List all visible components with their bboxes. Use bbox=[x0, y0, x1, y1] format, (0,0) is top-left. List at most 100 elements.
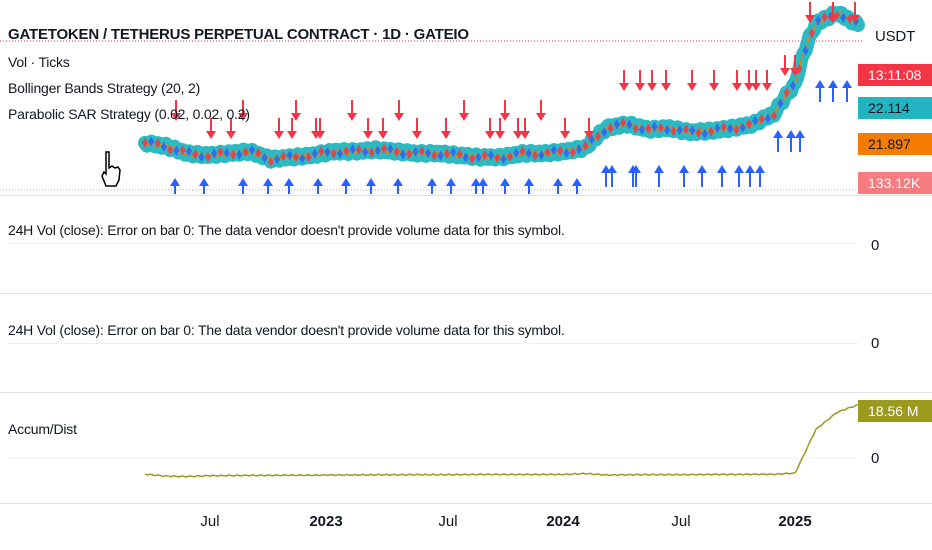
buy-signal-arrow bbox=[601, 165, 611, 187]
buy-signal-arrow bbox=[478, 178, 488, 194]
sell-signal-arrow bbox=[513, 118, 523, 139]
vol-pane-1[interactable]: 24H Vol (close): Error on bar 0: The dat… bbox=[0, 196, 932, 293]
accum-dist-chart[interactable] bbox=[0, 393, 932, 503]
sell-signal-arrow bbox=[805, 2, 815, 23]
pane-separator[interactable] bbox=[0, 195, 932, 196]
candle-marker bbox=[292, 152, 299, 163]
time-axis-label: 2023 bbox=[309, 513, 343, 530]
sell-signal-arrow bbox=[347, 100, 357, 121]
buy-signal-arrow bbox=[654, 165, 664, 187]
candle-marker bbox=[544, 147, 551, 158]
buy-signal-arrow bbox=[170, 178, 180, 194]
countdown-tag: 13:11:08 bbox=[858, 64, 932, 86]
vol2-label[interactable]: 24H Vol (close): Error on bar 0: The dat… bbox=[8, 322, 565, 338]
pane-separator[interactable] bbox=[0, 293, 932, 294]
candle-marker bbox=[808, 28, 815, 39]
candle-marker bbox=[708, 126, 715, 137]
candle-marker bbox=[588, 134, 595, 145]
pane-separator[interactable] bbox=[0, 392, 932, 393]
candle-marker bbox=[443, 148, 450, 159]
accum-label[interactable]: Accum/Dist bbox=[8, 421, 77, 437]
accum-pane[interactable]: Accum/Dist 18.56 M 0 bbox=[0, 393, 932, 503]
candle-marker bbox=[469, 153, 476, 164]
legend-psar[interactable]: Parabolic SAR Strategy (0.02, 0.02, 0.2) bbox=[8, 106, 250, 122]
sell-signal-arrow bbox=[687, 70, 697, 91]
candle-marker bbox=[198, 152, 205, 163]
candle-marker bbox=[311, 148, 318, 159]
candle-marker bbox=[343, 146, 350, 157]
buy-signal-arrow bbox=[524, 178, 534, 194]
candle-marker bbox=[525, 148, 532, 159]
vol2-zero-line bbox=[8, 343, 858, 344]
candle-marker bbox=[689, 125, 696, 136]
accum-zero: 0 bbox=[871, 450, 880, 467]
vol1-zero: 0 bbox=[871, 237, 880, 254]
candle-marker bbox=[557, 145, 564, 156]
sell-signal-arrow bbox=[520, 118, 530, 139]
sell-signal-arrow bbox=[441, 118, 451, 139]
candle-marker bbox=[192, 149, 199, 160]
sell-signal-arrow bbox=[709, 70, 719, 91]
candle-marker bbox=[387, 143, 394, 154]
buy-signal-arrow bbox=[607, 165, 617, 187]
time-axis-label: 2025 bbox=[778, 513, 812, 530]
sell-signal-arrow bbox=[661, 70, 671, 91]
candle-marker bbox=[601, 127, 608, 138]
candle-marker bbox=[676, 125, 683, 136]
candle-marker bbox=[299, 153, 306, 164]
sell-signal-arrow bbox=[495, 118, 505, 139]
sell-signal-arrow bbox=[238, 100, 248, 121]
candle-marker bbox=[330, 148, 337, 159]
candle-marker bbox=[513, 147, 520, 158]
buy-signal-arrow bbox=[393, 178, 403, 194]
accum-value-tag: 18.56 M bbox=[858, 400, 932, 422]
buy-signal-arrow bbox=[341, 178, 351, 194]
legend-volume[interactable]: Vol · Ticks bbox=[8, 54, 70, 70]
buy-signal-arrow bbox=[815, 80, 825, 102]
candle-marker bbox=[160, 141, 167, 152]
candle-marker bbox=[274, 154, 281, 165]
symbol-title[interactable]: GATETOKEN / TETHERUS PERPETUAL CONTRACT … bbox=[8, 26, 469, 43]
candle-marker bbox=[550, 144, 557, 155]
candle-marker bbox=[576, 144, 583, 155]
candle-marker bbox=[406, 149, 413, 160]
candle-marker bbox=[418, 145, 425, 156]
sell-signal-arrow bbox=[584, 118, 594, 139]
candle-marker bbox=[538, 150, 545, 161]
sell-signal-arrow bbox=[394, 100, 404, 121]
buy-signal-arrow bbox=[697, 165, 707, 187]
candle-marker bbox=[777, 98, 784, 109]
candle-marker bbox=[462, 152, 469, 163]
candle-marker bbox=[620, 117, 627, 128]
price-chart[interactable] bbox=[0, 0, 932, 194]
sell-signal-arrow bbox=[459, 100, 469, 121]
time-axis-label: Jul bbox=[200, 513, 220, 530]
currency-label[interactable]: USDT bbox=[875, 28, 916, 45]
vol-pane-2[interactable]: 24H Vol (close): Error on bar 0: The dat… bbox=[0, 294, 932, 392]
candle-marker bbox=[223, 147, 230, 158]
candle-marker bbox=[142, 137, 148, 148]
candle-marker bbox=[569, 147, 576, 158]
sell-signal-arrow bbox=[619, 70, 629, 91]
candle-marker bbox=[481, 150, 488, 161]
time-axis-label: Jul bbox=[438, 513, 458, 530]
candle-marker bbox=[261, 153, 268, 164]
candle-marker bbox=[431, 150, 438, 161]
sell-signal-arrow bbox=[274, 118, 284, 139]
vol1-label[interactable]: 24H Vol (close): Error on bar 0: The dat… bbox=[8, 222, 565, 238]
volume-tag: 133.12K bbox=[858, 172, 932, 194]
buy-signal-arrow bbox=[263, 178, 273, 194]
candle-marker bbox=[337, 148, 344, 159]
candle-marker bbox=[267, 156, 274, 167]
sell-signal-arrow bbox=[536, 100, 546, 121]
candle-marker bbox=[626, 119, 633, 130]
buy-signal-arrow bbox=[795, 130, 805, 152]
candle-marker bbox=[230, 149, 237, 160]
price-pane[interactable]: GATETOKEN / TETHERUS PERPETUAL CONTRACT … bbox=[0, 0, 932, 194]
legend-bollinger[interactable]: Bollinger Bands Strategy (20, 2) bbox=[8, 80, 201, 96]
candle-marker bbox=[255, 147, 262, 158]
sell-signal-arrow bbox=[500, 100, 510, 121]
accum-dist-line bbox=[144, 403, 859, 478]
candle-marker bbox=[727, 123, 734, 134]
sell-signal-arrow bbox=[850, 2, 860, 23]
